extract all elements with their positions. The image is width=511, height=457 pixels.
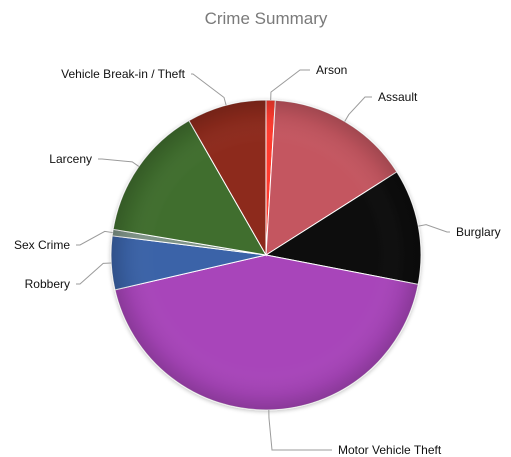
- slice-label-burglary: Burglary: [456, 225, 501, 239]
- leader-line-robbery: [76, 262, 112, 285]
- slice-label-robbery: Robbery: [25, 277, 70, 291]
- leader-line-assault: [344, 96, 372, 122]
- slice-label-vehicle-break-in-theft: Vehicle Break-in / Theft: [61, 67, 186, 81]
- slice-label-motor-vehicle-theft: Motor Vehicle Theft: [338, 443, 442, 457]
- slice-labels: Arson Assault Burglary Motor Vehicle Theft R…: [14, 63, 501, 457]
- leader-line-burglary: [418, 224, 450, 233]
- leader-line-larceny: [98, 158, 140, 167]
- slice-label-arson: Arson: [316, 63, 347, 77]
- chart-title: Crime Summary: [205, 9, 328, 28]
- leader-line-vehicle-break-in-theft: [191, 73, 227, 106]
- leader-line-arson: [270, 69, 310, 101]
- slice-label-assault: Assault: [378, 90, 418, 104]
- pie-shade-overlay: [111, 100, 421, 410]
- leader-line-motor-vehicle-theft: [268, 409, 332, 451]
- slice-label-sex-crime: Sex Crime: [14, 238, 70, 252]
- leader-lines: [76, 69, 450, 451]
- slice-label-larceny: Larceny: [49, 152, 92, 166]
- leader-line-sex-crime: [76, 230, 113, 246]
